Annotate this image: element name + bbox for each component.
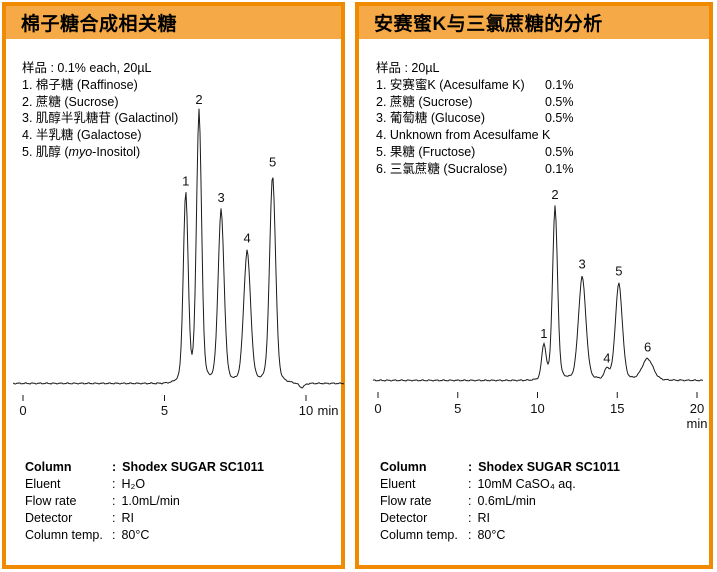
panel-title-bar: 安赛蜜K与三氯蔗糖的分析 xyxy=(359,6,709,39)
chromatogram-left: 0 5 10 min 1 2 3 4 5 xyxy=(12,92,345,418)
sample-item: 6. 三氯蔗糖 (Sucralose) 0.1% xyxy=(376,161,574,176)
condition-row: Column: Shodex SUGAR SC1011 xyxy=(25,460,264,474)
sample-item: 1. 棉子糖 (Raffinose) xyxy=(22,77,138,92)
x-axis-tick-label: 10 xyxy=(530,401,544,416)
peak-label: 4 xyxy=(244,231,251,246)
sample-item: 5. 肌醇 (myo-Inositol) xyxy=(22,144,141,159)
condition-row: Flow rate:0.6mL/min xyxy=(380,494,536,508)
sample-item: 5. 果糖 (Fructose) 0.5% xyxy=(376,144,574,159)
sample-item: 1. 安赛蜜K (Acesulfame K) 0.1% xyxy=(376,77,574,92)
page-title: 安赛蜜K与三氯蔗糖的分析 xyxy=(374,14,603,35)
condition-row: Eluent: H₂O xyxy=(25,477,146,491)
peak-label: 1 xyxy=(540,326,547,341)
sample-item: 4. Unknown from Acesulfame K xyxy=(376,128,551,143)
peak-label: 4 xyxy=(603,351,610,366)
peak-label: 6 xyxy=(644,339,651,354)
x-axis-tick-label: 0 xyxy=(374,401,381,416)
x-axis-unit-label: min xyxy=(687,416,708,431)
peak-label: 5 xyxy=(269,155,276,170)
x-axis-tick-label: 0 xyxy=(19,403,26,418)
conditions-table: Column: Shodex SUGAR SC1011 Eluent:10mM C… xyxy=(380,459,620,544)
peak-label: 5 xyxy=(615,264,622,279)
x-axis-tick-label: 15 xyxy=(610,401,624,416)
sample-item: 3. 葡萄糖 (Glucose) 0.5% xyxy=(376,111,574,126)
sample-header: 样品 : 20µL xyxy=(376,61,440,75)
sample-header: 样品 : 0.1% each, 20µL xyxy=(22,61,152,75)
peak-label: 2 xyxy=(551,187,558,202)
peak-label: 3 xyxy=(579,257,586,272)
peak-label: 1 xyxy=(182,174,189,189)
peak-label: 3 xyxy=(217,190,224,205)
condition-row: Detector: RI xyxy=(380,511,490,525)
peak-label: 2 xyxy=(195,92,202,107)
sample-info: 样品 : 20µL 1. 安赛蜜K (Acesulfame K) 0.1% 2. … xyxy=(376,60,574,178)
conditions-table: Column: Shodex SUGAR SC1011 Eluent: H₂O Fl… xyxy=(25,459,264,544)
panel-title-bar: 棉子糖合成相关糖 xyxy=(6,6,341,39)
condition-row: Flow rate:1.0mL/min xyxy=(25,494,180,508)
x-axis-tick-label: 10 xyxy=(299,403,313,418)
x-axis-tick-label: 5 xyxy=(454,401,461,416)
page-title: 棉子糖合成相关糖 xyxy=(21,14,178,35)
condition-row: Column temp.:80°C xyxy=(25,528,150,542)
sample-info: 样品 : 0.1% each, 20µL 1. 棉子糖 (Raffinose) … xyxy=(22,60,178,161)
panel-acesulfame-sucralose: 安赛蜜K与三氯蔗糖的分析 样品 : 20µL 1. 安赛蜜K (Acesulfa… xyxy=(355,2,713,569)
sample-item: 2. 蔗糖 (Sucrose) 0.5% xyxy=(376,94,574,109)
x-axis-tick-label: 5 xyxy=(161,403,168,418)
panel-raffinose: 棉子糖合成相关糖 样品 : 0.1% each, 20µL 1. 棉子糖 (Ra… xyxy=(2,2,345,569)
condition-row: Column: Shodex SUGAR SC1011 xyxy=(380,460,620,474)
chromatogram-trace xyxy=(372,205,703,382)
sample-item: 3. 肌醇半乳糖苷 (Galactinol) xyxy=(22,111,179,126)
x-axis-unit-label: min xyxy=(318,403,339,418)
chromatogram-trace xyxy=(12,108,345,389)
x-axis-tick-label: 20 xyxy=(690,401,704,416)
sample-item: 4. 半乳糖 (Galactose) xyxy=(22,128,142,143)
sample-item: 2. 蔗糖 (Sucrose) xyxy=(22,94,119,109)
condition-row: Eluent:10mM CaSO₄ aq. xyxy=(380,477,576,491)
condition-row: Column temp.:80°C xyxy=(380,528,506,542)
condition-row: Detector: RI xyxy=(25,511,134,525)
